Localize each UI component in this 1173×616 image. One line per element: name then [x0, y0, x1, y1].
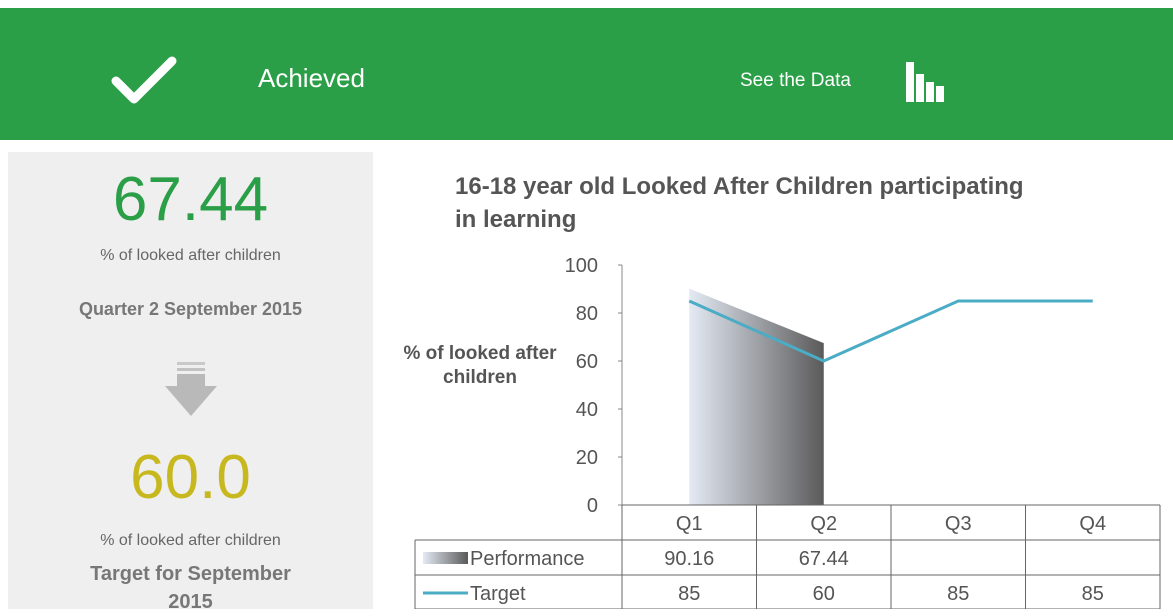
table-value: 60 [813, 583, 835, 605]
target-line [688, 299, 1093, 363]
legend-swatch [423, 552, 468, 564]
y-axis-label: % of looked after children [403, 343, 557, 388]
x-tick-label: Q4 [1079, 513, 1106, 535]
kpi-period: Quarter 2 September 2015 [78, 299, 303, 319]
status-text: Achieved [258, 63, 365, 93]
kpi-unit: % of looked after children [100, 247, 281, 264]
x-tick-label: Q2 [810, 513, 837, 535]
x-tick-label: Q3 [945, 513, 972, 535]
check-icon [111, 56, 177, 104]
x-tick-label: Q1 [676, 513, 703, 535]
table-value: 67.44 [799, 548, 849, 570]
table-value: 85 [947, 583, 969, 605]
target-value: 60.0 [130, 443, 251, 512]
legend-label: Performance [470, 548, 585, 570]
chart-title: 16-18 year old Looked After Children par… [455, 173, 1024, 233]
down-arrow [165, 362, 217, 416]
kpi-value: 67.44 [112, 165, 269, 234]
table-value: 90.16 [664, 548, 714, 570]
y-tick-label: 60 [576, 351, 598, 373]
performance-area [689, 288, 824, 505]
y-tick-label: 20 [576, 447, 598, 469]
target-period: Target for September 2015 [90, 563, 291, 613]
status-header: Achieved See the Data [0, 8, 1173, 140]
y-tick-label: 0 [587, 495, 598, 517]
y-tick-label: 100 [565, 255, 598, 277]
bar-icon[interactable] [904, 60, 948, 104]
legend-label: Target [470, 583, 526, 605]
y-tick-label: 80 [576, 303, 598, 325]
table-value: 85 [678, 583, 700, 605]
table-value: 85 [1082, 583, 1104, 605]
y-tick-label: 40 [576, 399, 598, 421]
see-data-link[interactable]: See the Data [740, 70, 851, 91]
target-unit: % of looked after children [100, 532, 281, 549]
summary-panel: 67.44 % of looked after children Quarter… [8, 152, 373, 613]
